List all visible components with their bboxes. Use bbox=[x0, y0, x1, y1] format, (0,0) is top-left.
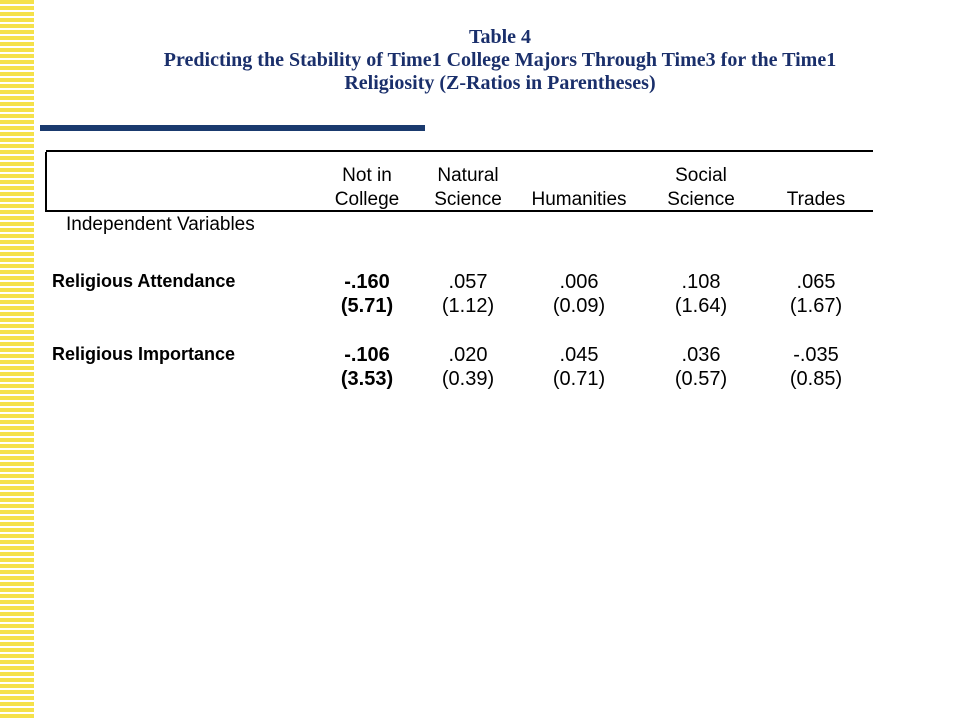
table-cell: .006 (0.09) bbox=[530, 270, 628, 318]
table-top-rule bbox=[46, 150, 873, 152]
table-cell: .036 (0.57) bbox=[652, 343, 750, 391]
column-header-humanities: Humanities bbox=[518, 164, 640, 212]
column-header-line: Science bbox=[667, 189, 735, 210]
z-ratio-value: (1.64) bbox=[674, 295, 728, 317]
z-ratio-value: (1.67) bbox=[789, 295, 843, 317]
z-ratio-value: (0.85) bbox=[789, 368, 843, 390]
coefficient-value: .065 bbox=[796, 271, 836, 293]
table-cell: .057 (1.12) bbox=[420, 270, 516, 318]
column-header-trades: Trades bbox=[772, 164, 860, 212]
table-cell: .108 (1.64) bbox=[652, 270, 750, 318]
column-header-line: Not in bbox=[342, 165, 392, 186]
section-label-independent-variables: Independent Variables bbox=[66, 214, 255, 235]
coefficient-value: -.106 bbox=[344, 344, 390, 366]
column-header-line: Trades bbox=[786, 189, 846, 210]
column-header-line: College bbox=[334, 189, 400, 210]
table-cell: -.035 (0.85) bbox=[768, 343, 864, 391]
z-ratio-value: (3.53) bbox=[340, 368, 394, 390]
row-label-religious-attendance: Religious Attendance bbox=[52, 271, 236, 291]
coefficient-value: -.160 bbox=[344, 271, 390, 293]
column-header-line bbox=[772, 164, 860, 188]
table-header-rule bbox=[46, 210, 873, 212]
z-ratio-value: (0.09) bbox=[552, 295, 606, 317]
column-header-natural-science: Natural Science bbox=[420, 164, 516, 212]
coefficient-value: .045 bbox=[559, 344, 599, 366]
page-title: Table 4 Predicting the Stability of Time… bbox=[40, 26, 960, 95]
z-ratio-value: (0.57) bbox=[674, 368, 728, 390]
row-label-religious-importance: Religious Importance bbox=[52, 344, 236, 364]
title-line-3: Religiosity (Z-Ratios in Parentheses) bbox=[344, 72, 656, 94]
column-header-line: Natural bbox=[437, 165, 499, 186]
z-ratio-value: (0.71) bbox=[552, 368, 606, 390]
coefficient-value: .036 bbox=[681, 344, 721, 366]
z-ratio-value: (0.39) bbox=[441, 368, 495, 390]
table-cell: .045 (0.71) bbox=[530, 343, 628, 391]
column-header-line: Science bbox=[434, 189, 502, 210]
coefficient-value: .057 bbox=[448, 271, 488, 293]
z-ratio-value: (5.71) bbox=[340, 295, 394, 317]
z-ratio-value: (1.12) bbox=[441, 295, 495, 317]
table-left-rule bbox=[45, 152, 47, 212]
table-cell: .065 (1.67) bbox=[768, 270, 864, 318]
table-cell: -.160 (5.71) bbox=[322, 270, 412, 318]
accent-bar bbox=[40, 125, 425, 131]
decorative-stripe-bar bbox=[0, 0, 36, 720]
coefficient-value: .020 bbox=[448, 344, 488, 366]
column-header-line bbox=[518, 164, 640, 188]
coefficient-value: -.035 bbox=[793, 344, 839, 366]
coefficient-value: .108 bbox=[681, 271, 721, 293]
coefficient-value: .006 bbox=[559, 271, 599, 293]
column-header-line: Humanities bbox=[531, 189, 627, 210]
title-line-2: Predicting the Stability of Time1 Colleg… bbox=[163, 49, 837, 71]
table-cell: -.106 (3.53) bbox=[322, 343, 412, 391]
column-header-line: Social bbox=[675, 165, 727, 186]
title-table-number: Table 4 bbox=[468, 26, 532, 48]
table-cell: .020 (0.39) bbox=[420, 343, 516, 391]
column-header-not-in-college: Not in College bbox=[322, 164, 412, 212]
column-header-social-science: Social Science bbox=[652, 164, 750, 212]
